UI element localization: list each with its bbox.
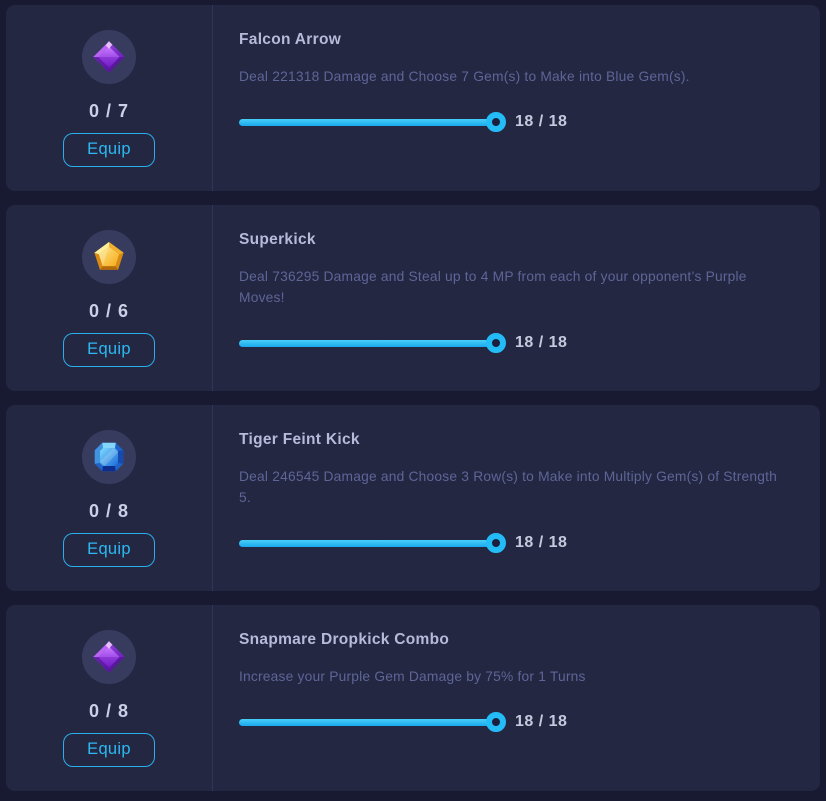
move-title: Superkick [239,231,316,248]
move-description: Increase your Purple Gem Damage by 75% f… [239,669,586,684]
purple-diamond-gem-icon [91,39,127,75]
uses-slider-row: 18 / 18 [239,112,790,132]
move-card: 0 / 7 Equip Falcon Arrow Deal 221318 Dam… [6,5,820,191]
equip-button[interactable]: Equip [63,332,155,367]
blue-square-gem-icon [91,439,127,475]
move-description: Deal 246545 Damage and Choose 3 Row(s) t… [239,469,778,505]
move-card-details: Tiger Feint Kick Deal 246545 Damage and … [213,405,820,591]
uses-slider[interactable] [239,533,506,553]
equip-button[interactable]: Equip [63,732,155,767]
uses-slider[interactable] [239,333,506,353]
equip-count: 0 / 7 [88,100,130,121]
uses-slider-row: 18 / 18 [239,333,790,353]
equip-count: 0 / 8 [88,500,130,521]
uses-label: 18 / 18 [515,534,568,551]
move-card-left-panel: 0 / 8 Equip [6,605,213,791]
move-title: Falcon Arrow [239,31,342,48]
gem-circle [82,229,136,284]
move-card: 0 / 6 Equip Superkick Deal 736295 Damage… [6,205,820,391]
gem-circle [82,629,136,684]
move-description: Deal 221318 Damage and Choose 7 Gem(s) t… [239,69,690,84]
gem-circle [82,29,136,84]
move-card: 0 / 8 Equip Tiger Feint Kick Deal 246545… [6,405,820,591]
move-description: Deal 736295 Damage and Steal up to 4 MP … [239,269,747,305]
gem-circle [82,429,136,484]
uses-label: 18 / 18 [515,113,568,130]
move-card-left-panel: 0 / 6 Equip [6,205,213,391]
equip-count: 0 / 6 [88,300,130,321]
equip-button[interactable]: Equip [63,132,155,167]
move-card-details: Superkick Deal 736295 Damage and Steal u… [213,205,820,391]
move-title: Tiger Feint Kick [239,431,360,448]
purple-diamond-gem-icon [91,639,127,675]
uses-label: 18 / 18 [515,713,568,730]
slider-knob-icon[interactable] [486,533,506,553]
gold-pentagon-gem-icon [91,239,127,275]
uses-slider[interactable] [239,112,506,132]
slider-knob-icon[interactable] [486,712,506,732]
move-card-details: Snapmare Dropkick Combo Increase your Pu… [213,605,820,791]
move-card-left-panel: 0 / 7 Equip [6,5,213,191]
slider-knob-icon[interactable] [486,112,506,132]
slider-knob-icon[interactable] [486,333,506,353]
uses-slider[interactable] [239,712,506,732]
uses-slider-row: 18 / 18 [239,712,790,732]
move-card-details: Falcon Arrow Deal 221318 Damage and Choo… [213,5,820,191]
move-card: 0 / 8 Equip Snapmare Dropkick Combo Incr… [6,605,820,791]
uses-slider-row: 18 / 18 [239,533,790,553]
equip-button[interactable]: Equip [63,532,155,567]
equip-count: 0 / 8 [88,700,130,721]
uses-label: 18 / 18 [515,334,568,351]
move-card-left-panel: 0 / 8 Equip [6,405,213,591]
move-title: Snapmare Dropkick Combo [239,631,450,648]
